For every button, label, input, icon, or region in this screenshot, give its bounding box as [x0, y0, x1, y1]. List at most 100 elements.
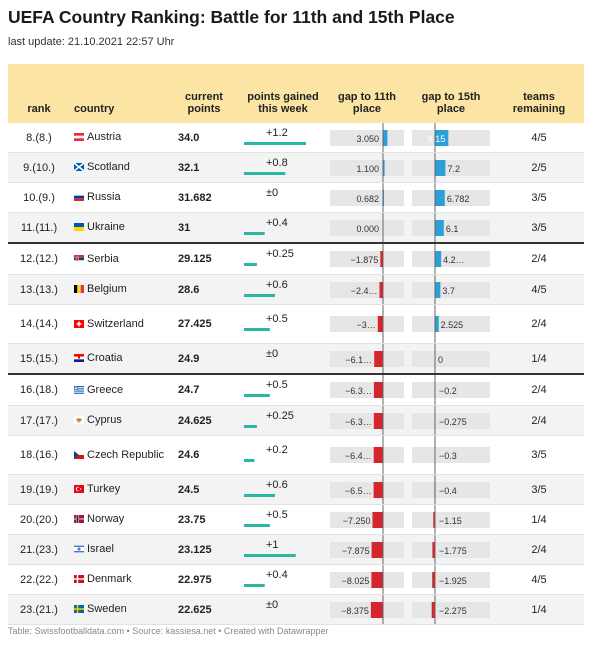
points-gained-cell: +0.8: [240, 152, 326, 183]
gain-label: ±0: [266, 348, 278, 360]
teams-remaining-cell: 3/5: [494, 212, 584, 244]
rank-cell: 21.(23.): [8, 534, 70, 565]
gap-15th-bar-chart: −2.275: [412, 595, 490, 624]
greece-flag-icon: [74, 385, 84, 394]
gap-15th-bar-chart: 6.782: [412, 183, 490, 212]
gain-label: +1.2: [266, 127, 288, 139]
gain-bar-chart: ±0: [266, 348, 278, 360]
column-header-teams-remaining[interactable]: teams remaining: [494, 64, 584, 123]
gap-track: [412, 190, 490, 206]
current-points-cell: 31.682: [168, 182, 240, 213]
gap-15th-cell: −2.275: [408, 594, 494, 625]
gap-15th-cell: 0: [408, 343, 494, 375]
gap-track: [330, 282, 404, 298]
gap-label: 6.1: [446, 224, 459, 234]
gap-label: 3.050: [356, 134, 379, 144]
norway-flag-icon: [74, 515, 84, 524]
country-name: Cyprus: [87, 414, 122, 427]
gap-bar: [373, 482, 383, 498]
gap-track: [330, 382, 404, 398]
country-cell: Russia: [70, 182, 168, 213]
gap-label: −2.4…: [351, 286, 378, 296]
teams-remaining-cell: 3/5: [494, 435, 584, 475]
gap-track: [330, 512, 404, 528]
teams-remaining-cell: 2/4: [494, 374, 584, 406]
gap-label: −0.3: [439, 451, 457, 461]
points-gained-cell: +0.5: [240, 304, 326, 344]
gain-bar: [244, 232, 265, 235]
gap-label: −3…: [357, 320, 376, 330]
column-header-points-gained[interactable]: points gained this week: [240, 64, 326, 123]
column-header-gap-11th[interactable]: gap to 11th place: [326, 64, 408, 123]
rank-cell: 17.(17.): [8, 405, 70, 436]
country-name: Switzerland: [87, 317, 144, 330]
points-gained-cell: +0.5: [240, 504, 326, 535]
gain-label: +0.4: [266, 217, 288, 229]
column-header-rank[interactable]: rank: [8, 64, 70, 123]
rank-cell: 23.(21.): [8, 594, 70, 625]
gap-bar: [370, 602, 383, 618]
ukraine-flag-icon: [74, 223, 84, 232]
gap-label: 0: [438, 355, 443, 365]
column-header-country[interactable]: country: [70, 64, 168, 123]
gap-15th-cell: −0.275: [408, 405, 494, 436]
gain-label: +0.25: [266, 248, 294, 260]
scotland-flag-icon: [74, 163, 84, 172]
gain-bar: [244, 584, 265, 587]
country-name: Denmark: [87, 573, 132, 586]
current-points-cell: 24.7: [168, 374, 240, 406]
table-row: 18.(16.) Czech Republic 24.6 +0.2 −6.4… −0.3 3…: [8, 435, 584, 475]
belgium-flag-icon: [74, 285, 84, 294]
gap-11th-cell: 0.000: [326, 212, 408, 244]
teams-remaining-cell: 2/5: [494, 152, 584, 183]
gap-label: −6.3…: [345, 417, 372, 427]
gain-bar: [244, 328, 270, 331]
gap-label: 7.2: [447, 164, 460, 174]
gap-15th-bar-chart: −0.2: [412, 375, 490, 405]
current-points-cell: 23.125: [168, 534, 240, 565]
austria-flag-icon: [74, 133, 84, 142]
column-header-gap-15th[interactable]: gap to 15th place: [408, 64, 494, 123]
country-name: Russia: [87, 191, 121, 204]
points-gained-cell: ±0: [240, 182, 326, 213]
rank-cell: 8.(8.): [8, 123, 70, 153]
gap-15th-bar-chart: 2.525: [412, 305, 490, 343]
points-gained-cell: ±0: [240, 594, 326, 625]
table-row: 16.(18.) Greece 24.7 +0.5 −6.3… −0.2 2/4: [8, 374, 584, 406]
table-row: 20.(20.) Norway 23.75 +0.5 −7.250 −1.15 1/4: [8, 504, 584, 535]
gain-label: +0.6: [266, 279, 288, 291]
gap-11th-cell: −2.4…: [326, 274, 408, 305]
country-cell: Turkey: [70, 474, 168, 505]
gap-11th-bar-chart: −3…: [330, 305, 404, 343]
gap-track: [330, 542, 404, 558]
gap-11th-bar-chart: −6.1…: [330, 344, 404, 373]
gap-track: [330, 351, 404, 367]
points-gained-cell: +0.25: [240, 243, 326, 275]
sweden-flag-icon: [74, 605, 84, 614]
gap-track: [330, 251, 404, 267]
gap-15th-cell: 7.2: [408, 152, 494, 183]
gain-label: ±0: [266, 599, 278, 611]
gap-track: [412, 542, 490, 558]
gap-label: −1.15: [439, 516, 462, 526]
gap-bar: [435, 251, 442, 267]
country-name: Belgium: [87, 283, 127, 296]
gain-bar-chart: +0.2: [244, 444, 288, 462]
table-body: 8.(8.) Austria 34.0 +1.2 3.050 9.15 4/5 9.(10.)…: [8, 123, 584, 625]
gain-bar: [244, 494, 275, 497]
gap-bar: [432, 572, 435, 588]
russia-flag-icon: [74, 193, 84, 202]
column-header-current-points[interactable]: current points: [168, 64, 240, 123]
country-cell: Czech Republic: [70, 435, 168, 475]
points-gained-cell: +0.2: [240, 435, 326, 475]
country-name: Croatia: [87, 352, 123, 365]
gain-label: +0.5: [266, 509, 288, 521]
gain-bar-chart: +0.4: [244, 569, 288, 587]
rank-cell: 9.(10.): [8, 152, 70, 183]
gain-bar-chart: +1.2: [244, 127, 306, 145]
current-points-cell: 24.625: [168, 405, 240, 436]
gap-label: −0.2: [439, 386, 457, 396]
current-points-cell: 24.6: [168, 435, 240, 475]
gap-label: −1.925: [439, 576, 467, 586]
gap-11th-bar-chart: −6.3…: [330, 406, 404, 435]
